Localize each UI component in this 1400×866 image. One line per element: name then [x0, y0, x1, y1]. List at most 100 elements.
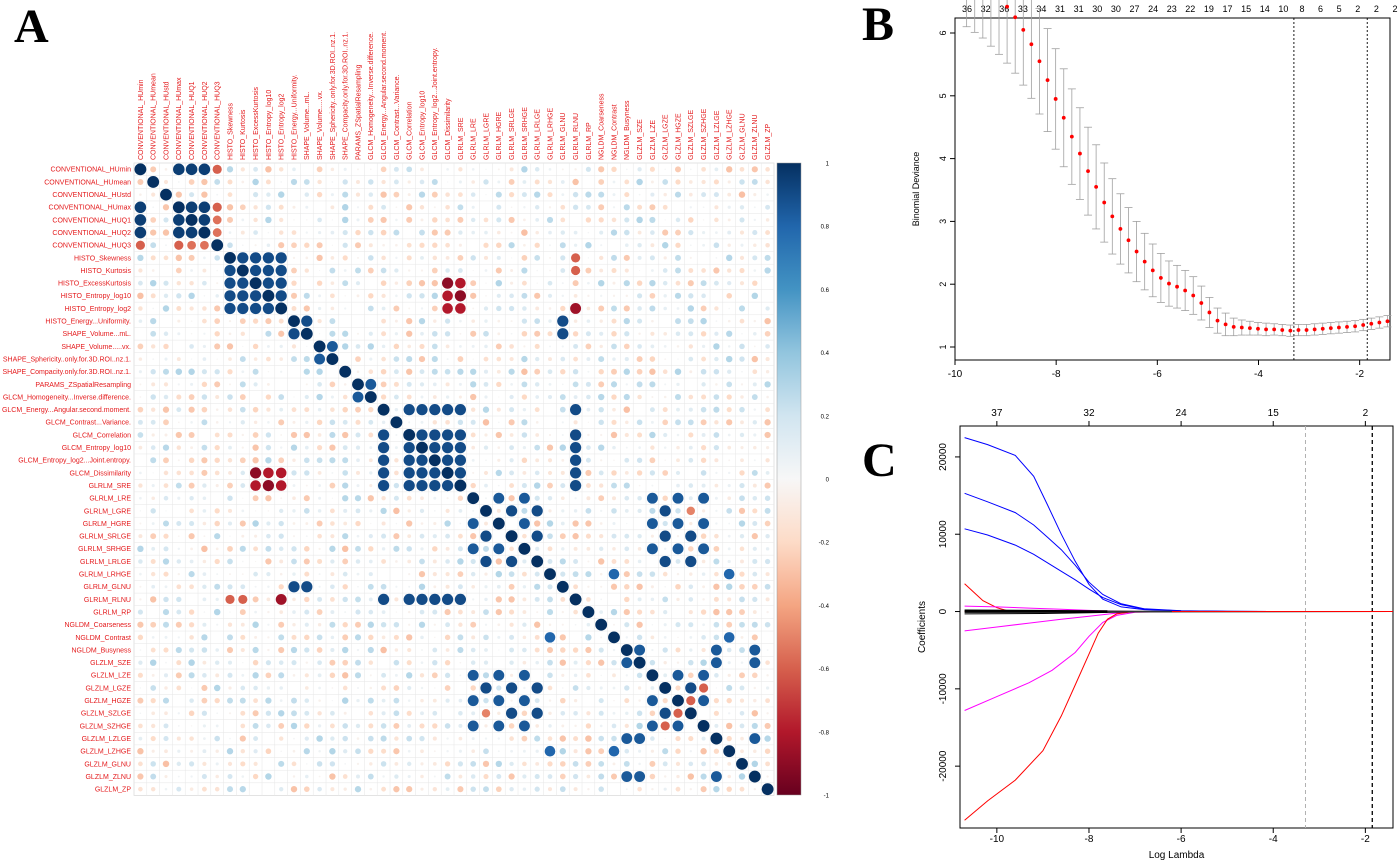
- correlation-circle: [586, 774, 591, 779]
- row-label: CONVENTIONAL_HUmin: [50, 167, 131, 174]
- correlation-circle: [162, 520, 170, 527]
- row-label: NGLDM_Coarseness: [64, 622, 131, 629]
- correlation-circle: [216, 358, 218, 360]
- correlation-circle: [377, 429, 390, 441]
- correlation-circle: [304, 647, 310, 653]
- correlation-circle: [663, 306, 667, 311]
- correlation-circle: [612, 648, 616, 652]
- correlation-circle: [764, 419, 771, 426]
- correlation-circle: [164, 686, 168, 690]
- correlation-circle: [548, 357, 552, 362]
- correlation-circle: [215, 762, 219, 766]
- correlation-circle: [676, 407, 680, 412]
- correlation-circle: [560, 571, 566, 577]
- correlation-circle: [572, 647, 579, 653]
- correlation-circle: [420, 661, 424, 665]
- correlation-circle: [318, 333, 321, 335]
- correlation-circle: [214, 343, 221, 350]
- correlation-circle: [421, 649, 423, 651]
- correlation-circle: [252, 672, 259, 679]
- correlation-circle: [608, 745, 620, 757]
- correlation-circle: [240, 761, 246, 767]
- correlation-circle: [624, 331, 630, 337]
- correlation-circle: [329, 761, 336, 767]
- correlation-circle: [496, 255, 501, 260]
- correlation-circle: [305, 484, 308, 487]
- correlation-circle: [292, 597, 296, 602]
- correlation-circle: [713, 608, 720, 616]
- correlation-circle: [700, 748, 707, 755]
- correlation-circle: [279, 344, 283, 349]
- plot-frame: [959, 425, 1394, 829]
- correlation-circle: [688, 217, 694, 223]
- correlation-circle: [432, 242, 438, 248]
- correlation-circle: [214, 255, 220, 261]
- correlation-circle: [726, 684, 733, 692]
- correlation-circle: [509, 407, 515, 413]
- correlation-circle: [687, 773, 695, 780]
- correlation-circle: [459, 522, 462, 525]
- correlation-circle: [177, 636, 180, 639]
- correlation-circle: [406, 710, 412, 716]
- correlation-circle: [649, 381, 656, 388]
- correlation-circle: [292, 522, 296, 525]
- deviance-point: [1280, 328, 1285, 332]
- correlation-circle: [549, 256, 551, 259]
- correlation-circle: [636, 216, 643, 224]
- correlation-circle: [407, 344, 412, 349]
- correlation-circle: [684, 707, 697, 720]
- correlation-circle: [163, 343, 169, 350]
- correlation-circle: [304, 596, 310, 603]
- correlation-circle: [139, 383, 142, 386]
- correlation-circle: [674, 292, 682, 299]
- correlation-circle: [343, 383, 347, 386]
- correlation-circle: [572, 280, 579, 287]
- correlation-circle: [163, 382, 169, 387]
- deviance-point: [1150, 268, 1155, 273]
- correlation-circle: [598, 381, 605, 388]
- correlation-circle: [457, 761, 463, 767]
- correlation-circle: [547, 559, 553, 564]
- correlation-circle: [305, 231, 308, 234]
- correlation-circle: [675, 229, 681, 236]
- correlation-circle: [649, 571, 656, 577]
- correlation-circle: [765, 204, 771, 210]
- correlation-circle: [534, 786, 540, 792]
- correlation-circle: [138, 660, 143, 665]
- correlation-circle: [573, 673, 578, 678]
- correlation-circle: [688, 609, 693, 615]
- correlation-circle: [675, 280, 681, 286]
- correlation-circle: [176, 445, 182, 450]
- correlation-circle: [163, 736, 169, 742]
- correlation-circle: [701, 382, 706, 387]
- correlation-circle: [355, 559, 361, 564]
- correlation-circle: [393, 482, 400, 489]
- correlation-circle: [496, 217, 502, 223]
- correlation-circle: [458, 180, 462, 184]
- correlation-circle: [649, 368, 656, 375]
- correlation-circle: [138, 319, 143, 323]
- correlation-circle: [381, 204, 387, 210]
- correlation-circle: [727, 597, 732, 602]
- correlation-circle: [637, 293, 643, 299]
- correlation-circle: [215, 484, 219, 488]
- correlation-circle: [713, 368, 720, 375]
- correlation-circle: [215, 597, 219, 602]
- correlation-circle: [226, 646, 234, 654]
- correlation-circle: [301, 581, 313, 593]
- correlation-circle: [457, 216, 464, 223]
- deviance-point: [1167, 281, 1171, 286]
- correlation-circle: [329, 672, 336, 679]
- correlation-circle: [536, 611, 539, 614]
- correlation-circle: [664, 358, 667, 360]
- correlation-circle: [164, 774, 168, 779]
- correlation-circle: [738, 305, 746, 312]
- correlation-circle: [574, 724, 577, 728]
- correlation-circle: [163, 483, 169, 488]
- correlation-circle: [354, 786, 362, 793]
- correlation-circle: [638, 269, 641, 272]
- correlation-circle: [598, 444, 605, 451]
- y-tick-label: 20000: [938, 443, 949, 471]
- correlation-circle: [419, 205, 425, 210]
- correlation-circle: [560, 369, 566, 375]
